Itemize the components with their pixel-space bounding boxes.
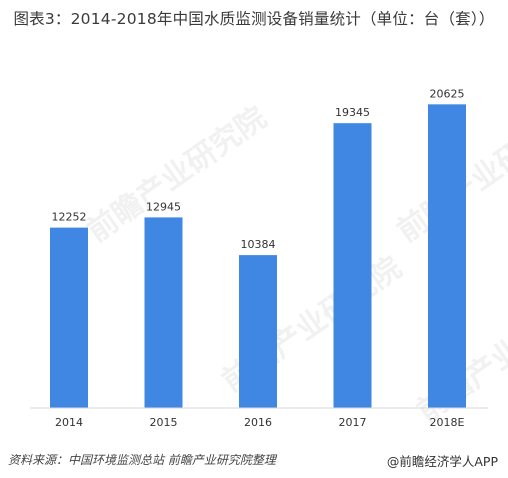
value-label-2016: 10384 bbox=[241, 238, 276, 251]
bars-group bbox=[50, 104, 466, 409]
value-label-2014: 12252 bbox=[52, 211, 87, 224]
bar-2018E bbox=[428, 104, 466, 409]
category-label-2017: 2017 bbox=[339, 416, 367, 429]
value-label-2018E: 20625 bbox=[430, 87, 465, 100]
category-label-2018E: 2018E bbox=[430, 416, 465, 429]
chart-title: 图表3：2014-2018年中国水质监测设备销量统计（单位：台（套）） bbox=[13, 10, 495, 28]
category-labels-group: 2014 2015 2016 2017 2018E bbox=[55, 416, 465, 429]
bar-2015 bbox=[144, 217, 183, 408]
category-label-2014: 2014 bbox=[55, 416, 83, 429]
bar-2017 bbox=[333, 123, 372, 408]
footer-bar: 资料来源：中国环境监测总站 前瞻产业研究院整理 @前瞻经济学人APP bbox=[0, 445, 508, 473]
category-label-2016: 2016 bbox=[244, 416, 272, 429]
value-label-2017: 19345 bbox=[335, 106, 370, 119]
value-labels-group: 12252 12945 10384 19345 20625 bbox=[52, 87, 465, 251]
bar-2014 bbox=[50, 227, 88, 408]
source-note: 资料来源：中国环境监测总站 前瞻产业研究院整理 bbox=[8, 453, 276, 467]
category-label-2015: 2015 bbox=[150, 416, 178, 429]
brand-label: @前瞻经济学人APP bbox=[386, 454, 498, 469]
value-label-2015: 12945 bbox=[146, 200, 181, 213]
bar-2016 bbox=[239, 255, 277, 408]
